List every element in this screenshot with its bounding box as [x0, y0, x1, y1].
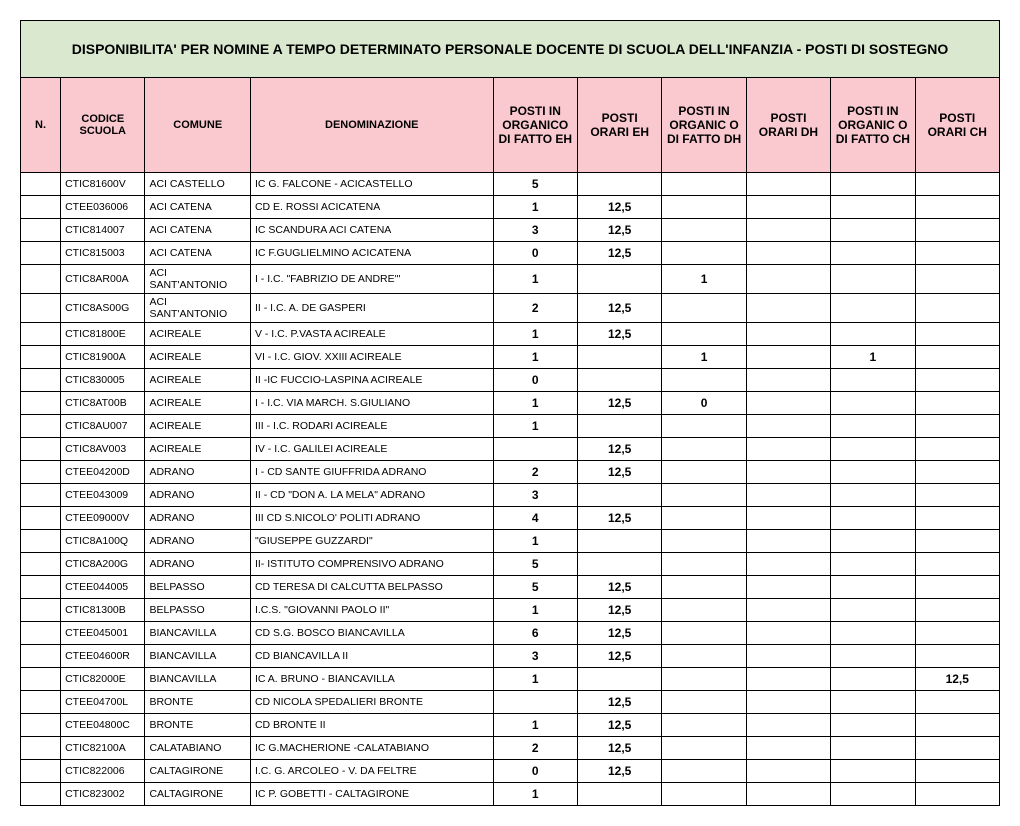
- table-row: CTIC81600VACI CASTELLOIC G. FALCONE - AC…: [21, 173, 1000, 196]
- availability-table: DISPONIBILITA' PER NOMINE A TEMPO DETERM…: [20, 20, 1000, 806]
- table-row: CTIC823002CALTAGIRONEIC P. GOBETTI - CAL…: [21, 783, 1000, 806]
- col-code: CODICE SCUOLA: [61, 78, 145, 173]
- col-comune: COMUNE: [145, 78, 250, 173]
- table-row: CTIC8AR00AACI SANT'ANTONIOI - I.C. "FABR…: [21, 265, 1000, 294]
- table-row: CTEE044005BELPASSOCD TERESA DI CALCUTTA …: [21, 576, 1000, 599]
- col-n: N.: [21, 78, 61, 173]
- table-row: CTIC81800EACIREALEV - I.C. P.VASTA ACIRE…: [21, 323, 1000, 346]
- col-posti-eh: POSTI IN ORGANICO DI FATTO EH: [493, 78, 577, 173]
- table-row: CTIC815003ACI CATENAIC F.GUGLIELMINO ACI…: [21, 242, 1000, 265]
- table-row: CTIC8AV003ACIREALEIV - I.C. GALILEI ACIR…: [21, 438, 1000, 461]
- col-posti-ch: POSTI IN ORGANIC O DI FATTO CH: [831, 78, 915, 173]
- table-row: CTIC82000EBIANCAVILLAIC A. BRUNO - BIANC…: [21, 668, 1000, 691]
- table-row: CTEE045001BIANCAVILLACD S.G. BOSCO BIANC…: [21, 622, 1000, 645]
- table-row: CTEE036006ACI CATENACD E. ROSSI ACICATEN…: [21, 196, 1000, 219]
- table-row: CTEE09000VADRANOIII CD S.NICOLO' POLITI …: [21, 507, 1000, 530]
- col-orari-eh: POSTI ORARI EH: [577, 78, 661, 173]
- table-title: DISPONIBILITA' PER NOMINE A TEMPO DETERM…: [21, 21, 1000, 78]
- table-row: CTIC8AS00GACI SANT'ANTONIOII - I.C. A. D…: [21, 294, 1000, 323]
- col-denom: DENOMINAZIONE: [250, 78, 493, 173]
- table-row: CTIC8A100QADRANO"GIUSEPPE GUZZARDI"1: [21, 530, 1000, 553]
- table-row: CTIC822006CALTAGIRONEI.C. G. ARCOLEO - V…: [21, 760, 1000, 783]
- table-row: CTEE04700LBRONTECD NICOLA SPEDALIERI BRO…: [21, 691, 1000, 714]
- table-row: CTEE04600RBIANCAVILLACD BIANCAVILLA II31…: [21, 645, 1000, 668]
- table-row: CTIC81900AACIREALEVI - I.C. GIOV. XXIII …: [21, 346, 1000, 369]
- table-row: CTIC814007ACI CATENAIC SCANDURA ACI CATE…: [21, 219, 1000, 242]
- table-row: CTIC8AT00BACIREALEI - I.C. VIA MARCH. S.…: [21, 392, 1000, 415]
- table-row: CTIC81300BBELPASSOI.C.S. "GIOVANNI PAOLO…: [21, 599, 1000, 622]
- col-orari-ch: POSTI ORARI CH: [915, 78, 999, 173]
- col-orari-dh: POSTI ORARI DH: [746, 78, 830, 173]
- table-row: CTEE04800CBRONTECD BRONTE II112,5: [21, 714, 1000, 737]
- table-row: CTIC8AU007ACIREALEIII - I.C. RODARI ACIR…: [21, 415, 1000, 438]
- col-posti-dh: POSTI IN ORGANIC O DI FATTO DH: [662, 78, 746, 173]
- table-row: CTEE043009ADRANOII - CD "DON A. LA MELA"…: [21, 484, 1000, 507]
- table-row: CTEE04200DADRANOI - CD SANTE GIUFFRIDA A…: [21, 461, 1000, 484]
- table-row: CTIC82100ACALATABIANOIC G.MACHERIONE -CA…: [21, 737, 1000, 760]
- table-row: CTIC830005ACIREALEII -IC FUCCIO-LASPINA …: [21, 369, 1000, 392]
- table-row: CTIC8A200GADRANOII- ISTITUTO COMPRENSIVO…: [21, 553, 1000, 576]
